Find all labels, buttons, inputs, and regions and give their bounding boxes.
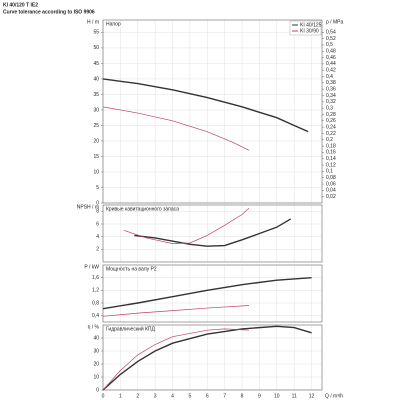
- x-tick-label: 11: [292, 393, 297, 399]
- page-title: KI 40/120 T IE2: [3, 2, 38, 8]
- panel-title: Кривые кавитационного запаса: [106, 206, 179, 212]
- y-label: η / %: [88, 324, 100, 330]
- y2-tick-label: 0,12: [326, 162, 336, 168]
- y2-tick-label: 0,54: [326, 30, 336, 36]
- y2-tick-label: 0,28: [326, 112, 336, 118]
- x-tick-label: 5: [189, 393, 192, 399]
- y-tick-label: 10: [93, 374, 99, 380]
- y-tick-label: 10: [93, 169, 99, 175]
- series-line: [123, 207, 250, 244]
- y2-tick-label: 0,5: [326, 42, 333, 48]
- y2-tick-label: 0,4: [326, 74, 333, 80]
- y2-tick-label: 0,52: [326, 36, 336, 42]
- y2-tick-label: 0,22: [326, 131, 336, 137]
- y-tick-label: 55: [93, 30, 99, 36]
- y-tick-label: 40: [93, 335, 99, 341]
- legend-label: KI 40/125: [300, 22, 322, 28]
- y2-tick-label: 0,32: [326, 99, 336, 105]
- y-tick-label: 20: [93, 138, 99, 144]
- y-tick-label: 2: [96, 247, 99, 253]
- panel-title: Мощность на валу P2: [106, 266, 157, 272]
- y-tick-label: 0,4: [92, 313, 99, 319]
- series-line: [102, 78, 309, 133]
- y-tick-label: 35: [93, 92, 99, 98]
- y2-tick-label: 0,2: [326, 137, 333, 143]
- panel-title: Напор: [106, 21, 121, 27]
- legend-label: KI 30/90: [300, 28, 319, 34]
- y2-tick-label: 0,04: [326, 188, 336, 194]
- y-tick-label: 40: [93, 76, 99, 82]
- y-tick-label: 30: [93, 107, 99, 113]
- y2-tick-label: 0,24: [326, 124, 336, 130]
- y-tick-label: 1,6: [92, 275, 99, 281]
- y-label: H / m: [87, 19, 99, 25]
- x-label: Q / m³/h: [325, 393, 343, 399]
- y-label: NPSH / m: [77, 204, 99, 210]
- x-tick-label: 4: [171, 393, 174, 399]
- y2-tick-label: 0,18: [326, 143, 336, 149]
- x-tick-label: 10: [274, 393, 280, 399]
- y2-tick-label: 0,06: [326, 181, 336, 187]
- y-tick-label: 50: [93, 45, 99, 51]
- y2-tick-label: 0,48: [326, 49, 336, 55]
- x-tick-label: 6: [206, 393, 209, 399]
- y2-tick-label: 0,08: [326, 175, 336, 181]
- x-tick-label: 8: [241, 393, 244, 399]
- plot-frame: [102, 324, 323, 391]
- y-tick-label: 6: [96, 221, 99, 227]
- y2-tick-label: 0,46: [326, 55, 336, 61]
- y2-tick-label: 0,1: [326, 169, 333, 175]
- y-tick-label: 15: [93, 154, 99, 160]
- y2-tick-label: 0,38: [326, 80, 336, 86]
- x-tick-label: 3: [154, 393, 157, 399]
- y2-tick-label: 0,14: [326, 156, 336, 162]
- x-tick-label: 0: [102, 393, 105, 399]
- x-tick-label: 7: [223, 393, 226, 399]
- y-tick-label: 45: [93, 61, 99, 67]
- plot-frame: [102, 19, 323, 204]
- y2-tick-label: 0,02: [326, 194, 336, 200]
- x-tick-label: 12: [309, 393, 315, 399]
- y-tick-label: 0: [96, 200, 99, 206]
- y2-tick-label: 0,34: [326, 93, 336, 99]
- x-tick-label: 1: [119, 393, 122, 399]
- y-tick-label: 8: [96, 209, 99, 215]
- y2-tick-label: 0,3: [326, 105, 333, 111]
- y2-tick-label: 0,16: [326, 150, 336, 156]
- y-tick-label: 5: [96, 185, 99, 191]
- y2-tick-label: 0,26: [326, 118, 336, 124]
- y-tick-label: 30: [93, 348, 99, 354]
- series-line: [102, 276, 312, 310]
- series-line: [102, 106, 250, 151]
- page-subtitle: Curve tolerance according to ISO 9906: [3, 9, 95, 15]
- x-tick-label: 2: [136, 393, 139, 399]
- y2-label: p / MPa: [326, 19, 343, 25]
- plot-frame: [102, 204, 323, 263]
- series-line: [102, 328, 250, 391]
- y-tick-label: 25: [93, 123, 99, 129]
- panel-title: Гидравлический КПД: [106, 325, 156, 332]
- series-line: [102, 305, 250, 317]
- series-line: [102, 325, 312, 391]
- y-tick-label: 0,8: [92, 300, 99, 306]
- plot-frame: [102, 264, 323, 323]
- x-tick-label: 9: [258, 393, 261, 399]
- y-tick-label: 20: [93, 361, 99, 367]
- series-line: [134, 218, 292, 247]
- y2-tick-label: 0,44: [326, 61, 336, 67]
- y-tick-label: 4: [96, 234, 99, 240]
- y-tick-label: 1,2: [92, 288, 99, 294]
- y2-tick-label: 0,42: [326, 68, 336, 74]
- y-tick-label: 0: [96, 387, 99, 393]
- y2-tick-label: 0,36: [326, 87, 336, 93]
- y-label: P / kW: [84, 264, 99, 270]
